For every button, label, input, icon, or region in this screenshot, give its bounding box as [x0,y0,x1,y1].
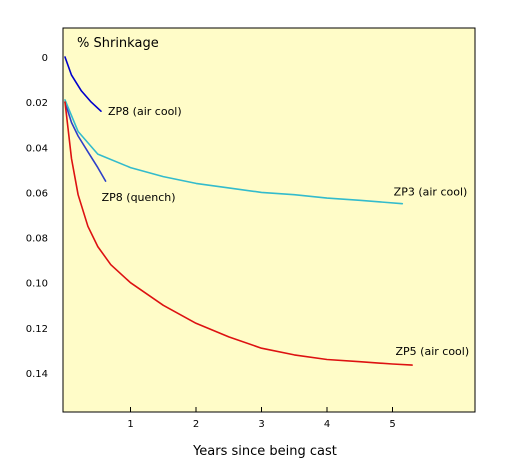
y-tick-label: 0.14 [26,369,48,380]
y-tick-label: 0.02 [26,98,48,109]
y-tick-label: 0.08 [26,234,48,245]
x-tick-label: 1 [127,419,133,430]
x-tick-label: 5 [389,419,395,430]
y-tick-label: 0 [42,53,48,64]
y-tick-label: 0.04 [26,143,48,154]
x-tick-label: 3 [258,419,264,430]
chart-title: % Shrinkage [77,36,159,51]
series-label: ZP5 (air cool) [396,345,470,358]
series-line [64,99,404,205]
x-axis-title: Years since being cast [192,444,337,459]
series-label: ZP8 (air cool) [108,105,182,118]
series-label: ZP3 (air cool) [394,186,468,199]
series-line [64,101,107,182]
y-tick-label: 0.12 [26,324,48,335]
x-tick-label: 2 [193,419,199,430]
series-label: ZP8 (quench) [102,191,176,204]
x-tick-marks: 1 2 3 4 5 [127,407,396,430]
y-tick-label: 0.10 [26,279,48,290]
x-tick-label: 4 [324,419,330,430]
series-labels: ZP8 (air cool) ZP8 (quench) ZP3 (air cool)… [102,105,470,358]
series-line [64,56,102,112]
plot-background [62,27,476,413]
series-lines [64,56,413,366]
series-line [64,101,413,366]
y-tick-label: 0.06 [26,188,48,199]
y-tick-labels: 0 0.02 0.04 0.06 0.08 0.10 0.12 0.14 [26,53,48,380]
